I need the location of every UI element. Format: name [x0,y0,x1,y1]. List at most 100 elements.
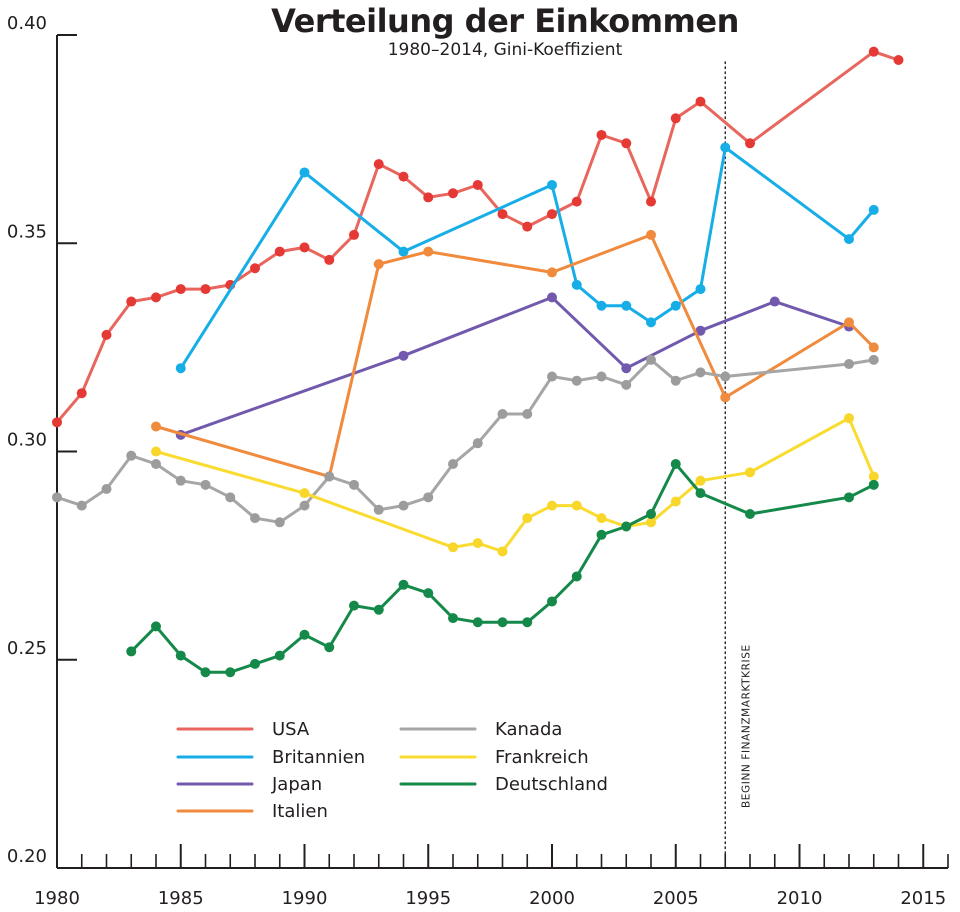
data-point-japan [398,350,409,361]
data-point-kanada [250,513,260,524]
data-point-deutschland [349,600,359,611]
data-point-deutschland [596,529,607,540]
chart-title: Verteilung der Einkommen [271,2,739,40]
data-point-deutschland [423,588,434,599]
data-point-usa [101,329,112,340]
legend-item-kanada: Kanada [399,719,562,740]
data-point-usa [571,196,582,207]
data-point-kanada [670,375,681,386]
data-point-deutschland [250,658,260,669]
data-point-britannien [720,142,731,153]
series-lines [52,46,904,678]
data-point-britannien [571,279,582,290]
legend-item-britannien: Britannien [176,747,365,768]
data-point-kanada [349,479,359,490]
axes: 0.20 0.25 0.30 0.35 0.40 1980 1985 1990 1995 2000… [7,13,949,909]
y-tick-label: 0.30 [7,430,47,451]
series-kanada [52,354,879,528]
data-point-britannien [175,363,186,374]
data-point-deutschland [522,617,533,628]
data-point-britannien [844,234,854,245]
data-point-deutschland [448,613,458,624]
data-point-kanada [101,483,112,494]
data-point-kanada [448,458,458,469]
data-point-usa [126,296,137,307]
series-italien [151,229,879,482]
data-point-deutschland [299,629,310,640]
data-point-kanada [52,492,62,503]
data-point-usa [497,209,508,220]
data-point-kanada [175,475,186,486]
data-point-usa [621,138,632,149]
data-point-usa [547,209,557,220]
data-point-italien [720,392,731,403]
y-tick-label: 0.40 [7,13,47,34]
data-point-frankreich [547,500,557,511]
data-point-usa [349,229,359,240]
y-tick-label: 0.20 [7,846,47,867]
series-frankreich [151,413,879,557]
data-point-usa [893,54,904,65]
x-tick-label: 2010 [777,888,823,909]
data-point-kanada [596,371,607,382]
legend-label: Italien [272,801,328,822]
legend-label: Japan [271,774,322,795]
data-point-usa [423,192,434,203]
data-point-deutschland [670,458,681,469]
data-point-italien [423,246,434,257]
data-point-deutschland [175,650,186,661]
data-point-deutschland [225,667,236,678]
data-point-japan [621,363,632,374]
data-point-italien [373,259,384,270]
data-point-kanada [200,479,211,490]
x-tick-label: 1995 [405,888,451,909]
series-usa [52,46,904,428]
data-point-deutschland [373,604,384,615]
data-point-deutschland [547,596,557,607]
series-line-britannien [179,146,876,370]
chart-subtitle: 1980–2014, Gini-Koeffizient [387,40,623,60]
data-point-frankreich [472,538,483,549]
data-point-frankreich [670,496,681,507]
data-point-usa [76,388,87,399]
data-point-deutschland [274,650,285,661]
data-point-frankreich [745,467,755,478]
data-point-kanada [76,500,87,511]
legend-label: Britannien [272,747,365,768]
legend-label: USA [272,719,310,740]
data-point-deutschland [472,617,483,628]
data-point-deutschland [844,492,854,503]
data-point-frankreich [448,542,458,553]
series-deutschland [126,458,879,678]
data-point-italien [868,342,879,353]
x-tick-label: 1980 [34,888,80,909]
data-point-usa [646,196,656,207]
data-point-deutschland [695,488,706,499]
data-point-kanada [324,471,335,482]
data-point-kanada [646,354,656,365]
x-tick-label: 1990 [282,888,328,909]
data-point-japan [769,296,780,307]
data-point-kanada [547,371,557,382]
data-point-deutschland [497,617,508,628]
x-tick-label: 2000 [529,888,575,909]
data-point-kanada [571,375,582,386]
data-point-usa [670,113,681,124]
data-point-frankreich [299,488,310,499]
data-point-frankreich [151,446,161,457]
data-point-kanada [522,409,533,420]
data-point-britannien [547,179,557,190]
data-point-deutschland [868,479,879,490]
data-point-frankreich [868,471,879,482]
data-point-kanada [151,458,161,469]
data-point-italien [844,317,854,328]
legend: USA Britannien Japan Italien Kanada Frankreic… [176,719,608,822]
data-point-britannien [596,300,607,311]
series-line-italien [154,233,876,478]
data-point-deutschland [398,579,409,590]
legend-label: Kanada [495,719,562,740]
legend-item-usa: USA [176,719,310,740]
data-point-britannien [646,317,656,328]
data-point-deutschland [324,642,335,653]
